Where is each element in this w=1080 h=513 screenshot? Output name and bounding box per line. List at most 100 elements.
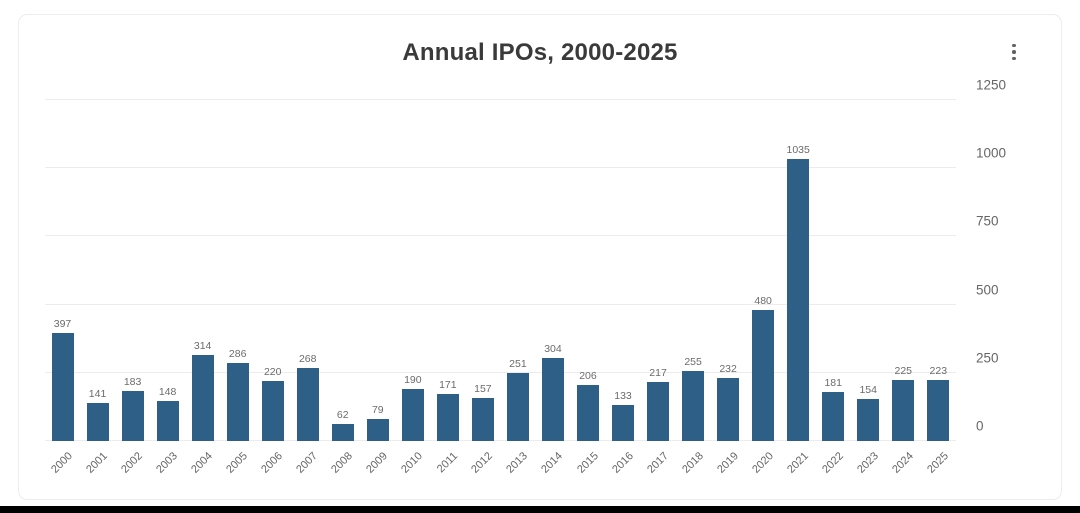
bar-value-label-2017: 217 <box>649 366 667 379</box>
bar-2021[interactable] <box>787 158 810 441</box>
bar-2025[interactable] <box>927 380 950 441</box>
bar-value-label-2018: 255 <box>684 356 702 369</box>
x-axis-tick-2002: 2002 <box>119 450 146 476</box>
bar-group-2008: 62 2008 <box>325 100 360 476</box>
y-axis-tick-1250: 1250 <box>976 77 1007 93</box>
y-axis-tick-250: 250 <box>976 350 999 366</box>
bar-value-label-2016: 133 <box>614 389 632 402</box>
bar-value-label-2014: 304 <box>544 343 562 356</box>
gridline-0 <box>45 440 956 441</box>
x-axis-tick-2003: 2003 <box>154 450 181 476</box>
plot-area: 0 250 500 750 1000 1250 397 2000 141 2001 183 2002 1… <box>45 78 1006 476</box>
bar-group-2025: 223 2025 <box>921 100 956 476</box>
bar-2016[interactable] <box>612 404 635 441</box>
bar-value-label-2024: 225 <box>894 364 913 377</box>
bar-group-2014: 304 2014 <box>535 100 570 476</box>
bar-2001[interactable] <box>86 402 109 441</box>
bar-group-2009: 79 2009 <box>360 100 395 475</box>
x-axis-tick-2018: 2018 <box>679 450 706 476</box>
y-axis-tick-500: 500 <box>976 282 999 298</box>
bar-2023[interactable] <box>857 399 880 441</box>
bar-2010[interactable] <box>401 389 424 441</box>
x-axis-tick-2004: 2004 <box>189 450 216 476</box>
gridline-1000 <box>45 167 956 169</box>
x-axis-tick-2021: 2021 <box>784 450 811 476</box>
bar-value-label-2013: 251 <box>509 357 527 370</box>
x-axis-tick-2025: 2025 <box>924 450 951 476</box>
bar-group-2016: 133 2016 <box>606 100 641 476</box>
chart-title: Annual IPOs, 2000-2025 <box>402 39 678 66</box>
kebab-menu-icon[interactable] <box>1001 37 1027 67</box>
bar-value-label-2012: 157 <box>474 383 492 396</box>
bar-group-2020: 480 2020 <box>746 100 781 476</box>
bar-group-2012: 157 2012 <box>465 100 500 476</box>
bar-value-label-2002: 183 <box>123 376 142 389</box>
screenshot-bottom-edge <box>0 506 1080 513</box>
bar-value-label-2000: 397 <box>53 317 72 330</box>
x-axis-tick-2007: 2007 <box>294 450 321 476</box>
bar-group-2010: 190 2010 <box>395 100 430 476</box>
kebab-dot <box>1012 43 1016 48</box>
y-axis-tick-750: 750 <box>976 213 999 229</box>
bar-2012[interactable] <box>471 398 494 441</box>
bar-2004[interactable] <box>191 355 214 441</box>
x-axis-tick-2020: 2020 <box>749 450 776 476</box>
chart-card: Annual IPOs, 2000-2025 0 250 500 750 1000 125… <box>18 14 1062 500</box>
bar-2024[interactable] <box>892 379 915 441</box>
bar-group-2022: 181 2022 <box>816 100 851 476</box>
bar-2015[interactable] <box>576 384 599 441</box>
bar-2022[interactable] <box>822 391 845 441</box>
bar-value-label-2023: 154 <box>859 384 877 396</box>
bar-group-2018: 255 2018 <box>676 100 711 475</box>
bar-value-label-2004: 314 <box>193 340 212 353</box>
bar-group-2011: 171 2011 <box>430 100 465 475</box>
bar-group-2004: 314 2004 <box>185 100 220 475</box>
x-axis-tick-2000: 2000 <box>49 450 76 476</box>
y-axis-tick-0: 0 <box>976 418 984 434</box>
bar-2008[interactable] <box>331 424 354 441</box>
bar-group-2013: 251 2013 <box>500 100 535 476</box>
x-axis-tick-2024: 2024 <box>889 450 916 476</box>
bar-group-2006: 220 2006 <box>255 100 290 476</box>
x-axis-tick-2006: 2006 <box>259 450 286 476</box>
bar-2009[interactable] <box>366 419 389 441</box>
bar-group-2000: 397 2000 <box>45 100 80 476</box>
x-axis-tick-2008: 2008 <box>329 450 356 476</box>
bar-value-label-2010: 190 <box>404 374 422 387</box>
bar-2002[interactable] <box>121 391 144 441</box>
bar-2000[interactable] <box>51 332 74 441</box>
bar-2003[interactable] <box>156 400 179 441</box>
bar-group-2007: 268 2007 <box>290 100 325 476</box>
bar-group-2002: 183 2002 <box>115 100 150 476</box>
x-axis-tick-2022: 2022 <box>819 450 846 476</box>
bar-2013[interactable] <box>506 372 529 441</box>
gridline-1250 <box>45 99 956 100</box>
bar-2011[interactable] <box>436 394 459 441</box>
bar-2006[interactable] <box>261 380 284 441</box>
bar-group-2023: 154 2023 <box>851 100 886 476</box>
bar-2019[interactable] <box>717 377 740 441</box>
bar-2018[interactable] <box>682 371 705 441</box>
bar-2007[interactable] <box>296 367 319 441</box>
bar-group-2019: 232 2019 <box>711 100 746 476</box>
bar-2014[interactable] <box>541 358 564 441</box>
x-axis-tick-2013: 2013 <box>504 450 531 476</box>
x-axis-tick-2016: 2016 <box>609 450 636 476</box>
bar-value-label-2020: 480 <box>754 295 772 308</box>
bar-group-2024: 225 2024 <box>886 100 921 476</box>
x-axis-tick-2015: 2015 <box>574 450 601 476</box>
bar-2017[interactable] <box>647 381 670 441</box>
bar-group-2015: 206 2015 <box>570 100 605 476</box>
bar-2020[interactable] <box>752 310 775 441</box>
bar-value-label-2007: 268 <box>298 352 317 365</box>
kebab-dot <box>1012 50 1016 54</box>
bar-2005[interactable] <box>226 362 249 441</box>
x-axis-tick-2010: 2010 <box>399 450 426 476</box>
bar-value-label-2009: 79 <box>371 404 384 417</box>
bar-group-2001: 141 2001 <box>80 100 115 476</box>
bar-value-label-2001: 141 <box>88 387 107 400</box>
x-axis-tick-2001: 2001 <box>84 450 111 476</box>
gridline-750 <box>45 235 956 237</box>
x-axis-tick-2014: 2014 <box>539 450 566 476</box>
